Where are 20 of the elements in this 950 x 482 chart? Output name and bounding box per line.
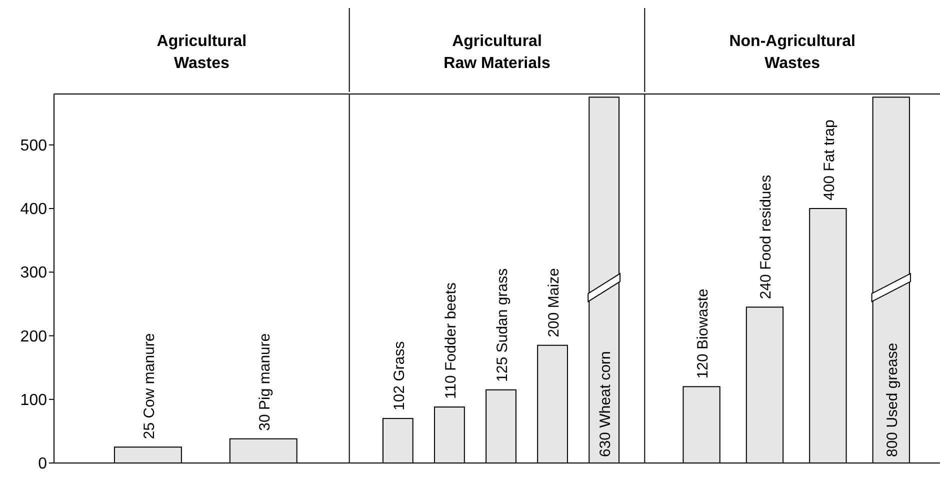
y-tick-label: 400 (20, 201, 48, 218)
y-tick-label: 500 (20, 137, 48, 154)
category-label: 102 Grass (390, 341, 408, 410)
y-tick-label: 0 (38, 456, 48, 473)
chart-title: Non-Agricultural Wastes (729, 33, 856, 72)
y-tick-label: 300 (20, 264, 48, 282)
x-tick-label: 400 Fat trap (820, 120, 838, 201)
x-tick-label: 240 Food residues (758, 174, 775, 300)
category-label: 110 Fodder beets (442, 282, 460, 400)
x-tick-label: 25 Cow manure (140, 333, 158, 440)
y-tick-label: 100 (20, 392, 48, 409)
chart-title: Agricultural Wastes (156, 33, 247, 72)
x-tick-label: 800 Used grease (884, 342, 902, 457)
category-label: 200 Maize (546, 268, 563, 338)
category-label: 630 Wheat corn (597, 351, 614, 457)
chart-title: Agricultural Raw Materials (444, 33, 550, 72)
x-tick-label: 120 Biowaste (694, 288, 712, 379)
x-tick-label: 30 Pig manure (256, 333, 274, 431)
category-label: 125 Sudan grass (494, 268, 511, 382)
y-tick-label: 200 (20, 328, 48, 346)
